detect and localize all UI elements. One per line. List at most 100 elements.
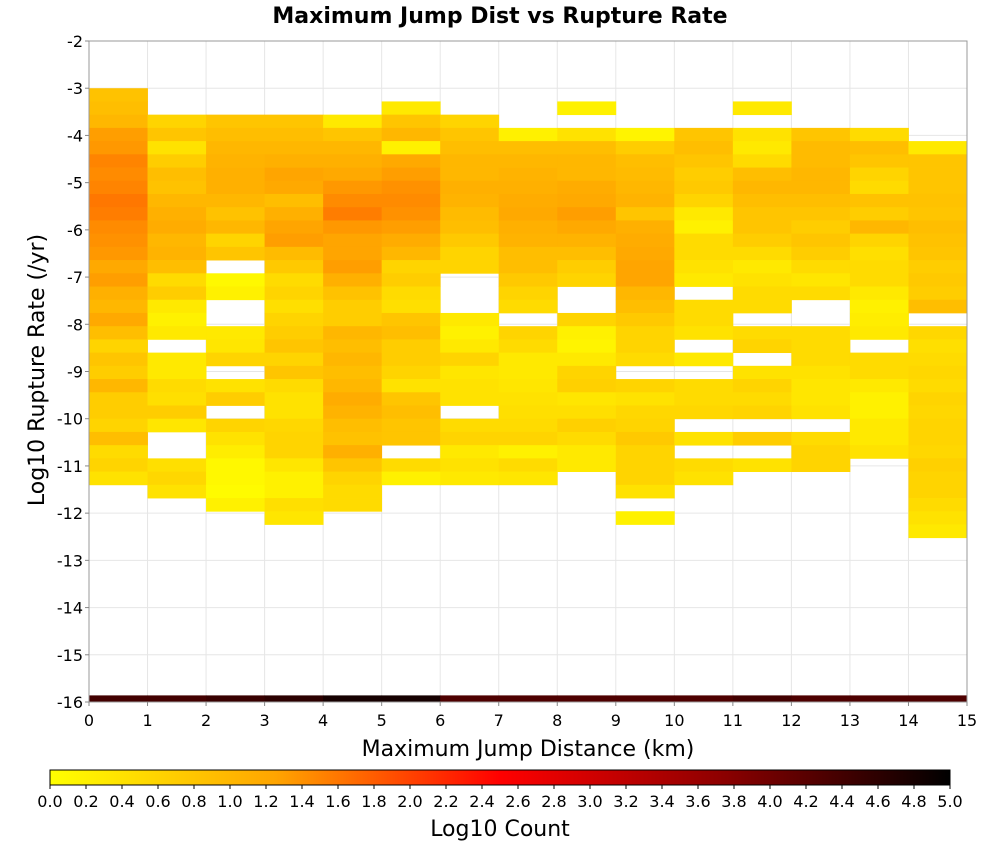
x-tick-label: 7 — [494, 711, 504, 730]
heatmap-cell — [791, 339, 851, 354]
heatmap-cell — [674, 141, 734, 155]
heatmap-cell — [615, 167, 675, 182]
heatmap-cell — [89, 114, 148, 129]
y-axis-title: Log10 Rupture Rate (/yr) — [25, 234, 50, 506]
heatmap-cell — [440, 141, 500, 155]
heatmap-cell — [381, 392, 441, 406]
heatmap-cell — [791, 458, 851, 472]
heatmap-cell — [206, 431, 265, 446]
heatmap-cell — [732, 220, 792, 235]
heatmap-cell — [732, 167, 792, 182]
heatmap-cell — [147, 114, 207, 129]
heatmap-cell — [498, 418, 558, 433]
heatmap-cell — [147, 154, 207, 168]
heatmap-cell — [615, 207, 675, 221]
heatmap-cell — [323, 352, 383, 367]
heatmap-cell — [791, 445, 851, 459]
y-tick-label: -12 — [57, 504, 83, 523]
y-tick-label: -6 — [67, 221, 83, 240]
heatmap-cell — [89, 326, 148, 340]
heatmap-cell — [89, 365, 148, 380]
heatmap-cell — [849, 352, 909, 367]
heatmap-cell — [147, 246, 207, 261]
heatmap-cell — [323, 392, 383, 406]
heatmap-cell — [674, 392, 734, 406]
heatmap-cell-base — [89, 695, 148, 702]
heatmap-cell — [147, 379, 207, 393]
heatmap-cell — [498, 471, 558, 486]
heatmap-cell — [264, 365, 324, 380]
x-tick-label: 5 — [377, 711, 387, 730]
heatmap-cell — [557, 392, 617, 406]
colorbar-tick-label: 4.8 — [901, 792, 926, 811]
heatmap-cell — [147, 220, 207, 235]
heatmap-cell — [908, 392, 968, 406]
y-tick-label: -2 — [67, 32, 83, 51]
heatmap-cell — [89, 88, 148, 102]
heatmap-cell — [557, 154, 617, 168]
heatmap-cell — [732, 127, 792, 142]
heatmap-cell — [615, 312, 675, 327]
heatmap-cell — [615, 405, 675, 420]
heatmap-cell — [381, 273, 441, 287]
y-tick-label: -7 — [67, 268, 83, 287]
heatmap-cell — [498, 299, 558, 314]
heatmap-cell — [908, 405, 968, 420]
x-tick-label: 10 — [664, 711, 684, 730]
heatmap-cell — [908, 193, 968, 208]
heatmap-cell — [674, 193, 734, 208]
heatmap-cell — [732, 246, 792, 261]
heatmap-cell — [615, 154, 675, 168]
heatmap-cell — [440, 167, 500, 182]
heatmap-cell — [264, 193, 324, 208]
heatmap-cell — [498, 431, 558, 446]
heatmap-cell — [557, 220, 617, 235]
heatmap-cell — [147, 392, 207, 406]
heatmap-cell — [615, 286, 675, 301]
heatmap-cell — [849, 127, 909, 142]
heatmap-cell — [791, 273, 851, 287]
heatmap-cell — [908, 220, 968, 235]
heatmap-cell — [674, 180, 734, 195]
heatmap-cell — [908, 326, 968, 340]
heatmap-cell — [89, 312, 148, 327]
heatmap-cell — [89, 154, 148, 168]
heatmap-cell — [206, 154, 265, 168]
heatmap-cell — [264, 220, 324, 235]
heatmap-cell — [615, 392, 675, 406]
heatmap-cell — [498, 260, 558, 274]
heatmap-cell — [498, 273, 558, 287]
heatmap-cell — [323, 273, 383, 287]
colorbar-tick-label: 2.4 — [469, 792, 494, 811]
colorbar-tick-label: 3.2 — [613, 792, 638, 811]
heatmap-cell — [381, 154, 441, 168]
heatmap-cell — [498, 193, 558, 208]
heatmap-cell — [908, 379, 968, 393]
heatmap-cell — [849, 418, 909, 433]
colorbar — [49, 769, 951, 786]
heatmap-cell — [557, 246, 617, 261]
heatmap-cell-base — [498, 695, 558, 702]
heatmap-cell — [849, 326, 909, 340]
heatmap-cell — [440, 379, 500, 393]
heatmap-cell — [732, 207, 792, 221]
heatmap-cell — [849, 260, 909, 274]
heatmap-cell — [732, 405, 792, 420]
heatmap-cell — [498, 246, 558, 261]
heatmap-cell — [498, 458, 558, 472]
heatmap-cell — [615, 458, 675, 472]
heatmap-cell — [498, 167, 558, 182]
x-tick-label: 8 — [552, 711, 562, 730]
heatmap-cell — [147, 326, 207, 340]
colorbar-tick-label: 0.2 — [73, 792, 98, 811]
x-axis-ticks: 0 1 2 3 4 5 6 7 8 9 10 11 12 13 14 15 — [84, 702, 977, 730]
heatmap-cell — [557, 379, 617, 393]
heatmap-cell — [615, 220, 675, 235]
colorbar-title: Log10 Count — [430, 817, 570, 842]
heatmap-cell — [89, 392, 148, 406]
colorbar-tick-label: 3.6 — [685, 792, 710, 811]
heatmap-cell — [791, 286, 851, 301]
heatmap-cell — [440, 312, 500, 327]
heatmap-cell — [908, 418, 968, 433]
heatmap-cell — [557, 193, 617, 208]
